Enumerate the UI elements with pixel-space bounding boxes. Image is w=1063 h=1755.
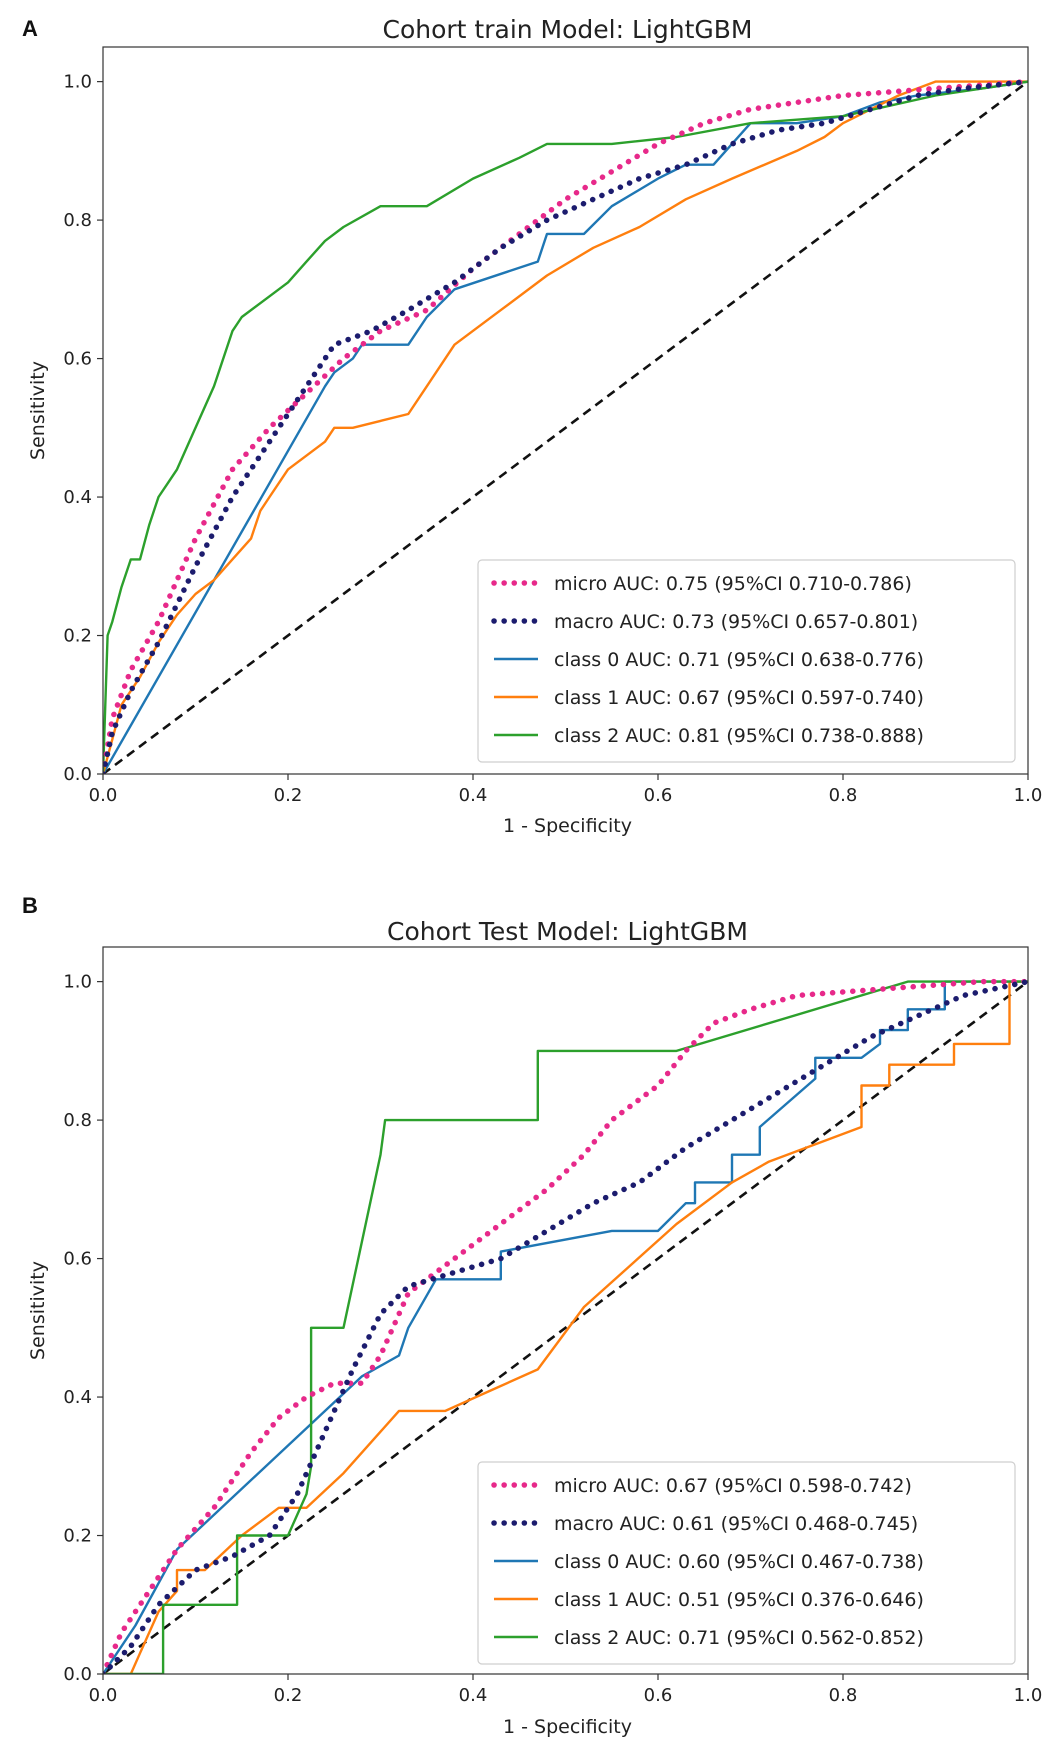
chart-panel-a: A Cohort train Model: LightGBM 0.0 0.2 0.4 0.… <box>22 15 1042 837</box>
chance-line <box>103 980 1028 1674</box>
panel-label: B <box>22 893 38 918</box>
y-axis-label: Sensitivity <box>27 361 49 460</box>
plot-frame <box>102 46 1029 775</box>
series-line-1 <box>103 978 1028 1674</box>
x-tick-label: 1.0 <box>1014 785 1043 806</box>
series-line-0 <box>103 978 1028 1674</box>
y-tick-label: 0.4 <box>63 1387 92 1408</box>
y-tick-label: 0.4 <box>63 487 92 508</box>
x-axis-label: 1 - Specificity <box>503 1716 632 1738</box>
plot-frame <box>102 946 1029 1675</box>
series-line-2 <box>103 80 1028 774</box>
y-axis-label: Sensitivity <box>27 1261 49 1360</box>
legend-box <box>477 1461 1016 1665</box>
series-line-4 <box>103 980 1028 1674</box>
x-axis-label: 1 - Specificity <box>503 815 632 837</box>
series-line-2 <box>103 980 1028 1674</box>
y-tick-label: 0.8 <box>63 1110 92 1131</box>
y-tick-label: 0.2 <box>63 626 92 647</box>
y-tick-label: 0.8 <box>63 210 92 231</box>
series-line-3 <box>103 80 1028 774</box>
x-tick-label: 0.6 <box>644 785 673 806</box>
chart-title: Cohort Test Model: LightGBM <box>387 917 748 946</box>
x-tick-label: 0.6 <box>644 1685 673 1706</box>
legend-entry: macro AUC: 0.61 (95%CI 0.468-0.745) <box>554 1513 918 1535</box>
chance-line <box>103 80 1028 774</box>
x-tick-label: 0.2 <box>274 1685 303 1706</box>
chart-title: Cohort train Model: LightGBM <box>383 15 753 44</box>
x-tick-label: 0.0 <box>89 1685 118 1706</box>
legend-box <box>477 559 1016 763</box>
x-tick-label: 0.8 <box>829 785 858 806</box>
legend-entry: class 1 AUC: 0.67 (95%CI 0.597-0.740) <box>554 687 924 709</box>
y-tick-label: 0.6 <box>63 349 92 370</box>
plot-area <box>103 978 1028 1674</box>
legend-entry: class 1 AUC: 0.51 (95%CI 0.376-0.646) <box>554 1589 924 1611</box>
legend-entry: micro AUC: 0.75 (95%CI 0.710-0.786) <box>554 573 912 595</box>
legend-entry: macro AUC: 0.73 (95%CI 0.657-0.801) <box>554 611 918 633</box>
legend-entry: micro AUC: 0.67 (95%CI 0.598-0.742) <box>554 1475 912 1497</box>
x-tick-label: 0.0 <box>89 785 118 806</box>
x-tick-label: 0.2 <box>274 785 303 806</box>
legend-entry: class 0 AUC: 0.71 (95%CI 0.638-0.776) <box>554 649 924 671</box>
y-tick-label: 0.0 <box>63 1664 92 1685</box>
legend: micro AUC: 0.67 (95%CI 0.598-0.742) macro… <box>477 1461 1016 1665</box>
series-line-4 <box>103 80 1028 774</box>
y-tick-label: 1.0 <box>63 972 92 993</box>
panel-label: A <box>22 16 38 41</box>
series-line-1 <box>103 78 1028 774</box>
plot-area <box>103 78 1028 774</box>
series-line-3 <box>103 980 1028 1674</box>
x-tick-label: 0.8 <box>829 1685 858 1706</box>
legend-entry: class 2 AUC: 0.81 (95%CI 0.738-0.888) <box>554 725 924 747</box>
x-tick-label: 0.4 <box>459 785 488 806</box>
y-tick-label: 1.0 <box>63 72 92 93</box>
x-tick-label: 0.4 <box>459 1685 488 1706</box>
y-tick-label: 0.0 <box>63 764 92 785</box>
legend-entry: class 2 AUC: 0.71 (95%CI 0.562-0.852) <box>554 1627 924 1649</box>
legend-entry: class 0 AUC: 0.60 (95%CI 0.467-0.738) <box>554 1551 924 1573</box>
legend: micro AUC: 0.75 (95%CI 0.710-0.786) macro… <box>477 559 1016 763</box>
y-tick-label: 0.6 <box>63 1249 92 1270</box>
y-tick-label: 0.2 <box>63 1526 92 1547</box>
chart-panel-b: B Cohort Test Model: LightGBM 0.0 0.2 0.4 0.6… <box>22 893 1042 1738</box>
x-tick-label: 1.0 <box>1014 1685 1043 1706</box>
